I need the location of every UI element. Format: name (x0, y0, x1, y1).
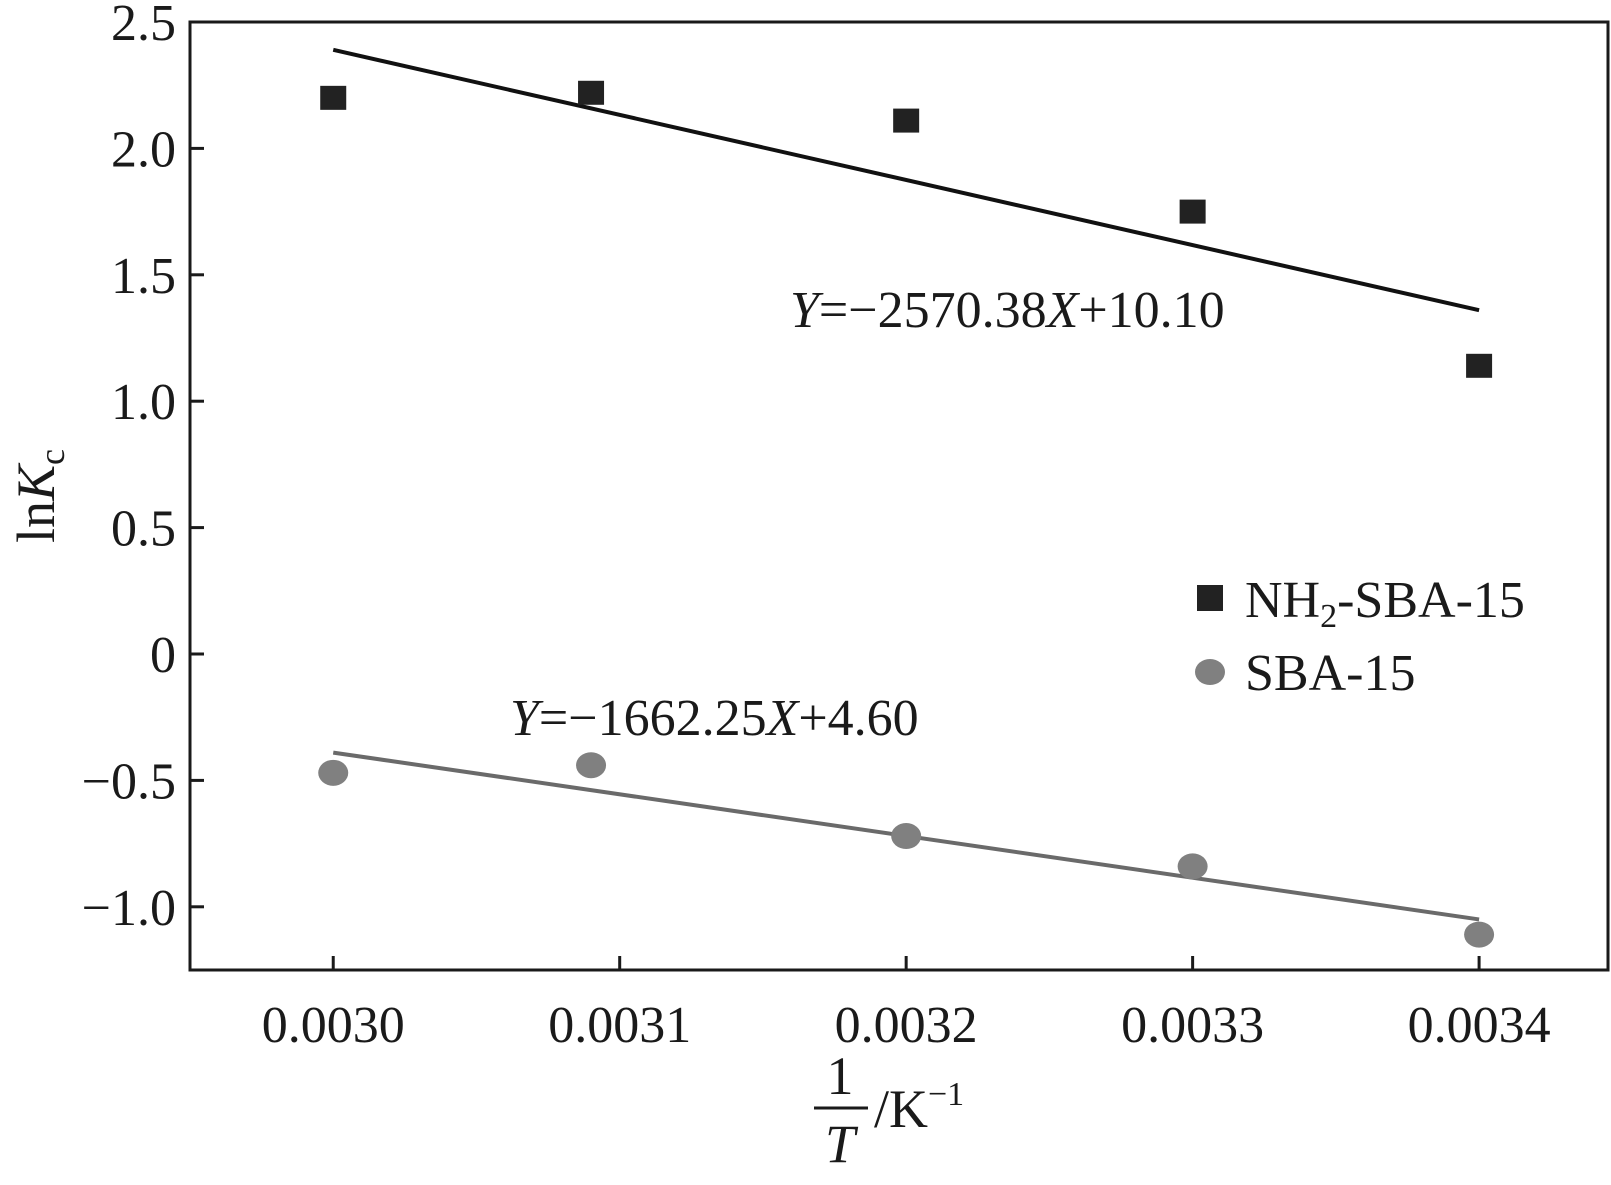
data-point-sba-15 (318, 759, 349, 786)
equation-label-nh2-sba-15: Y=−2570.38X+10.10 (790, 282, 1225, 339)
y-tick-label: −0.5 (82, 753, 176, 810)
data-point-nh2-sba-15 (320, 85, 347, 110)
data-point-nh2-sba-15 (1179, 199, 1206, 224)
data-point-sba-15 (891, 823, 922, 850)
plot-frame (188, 20, 1610, 972)
y-tick-label: 1.0 (111, 374, 176, 431)
y-tick-label: −1.0 (82, 880, 176, 937)
y-tick-label: 0 (150, 627, 176, 684)
data-point-nh2-sba-15 (1466, 353, 1493, 378)
legend: NH2-SBA-15 SBA-15 (1195, 572, 1525, 702)
x-tick-label: 0.0030 (262, 997, 405, 1054)
y-axis-title: lnKc (6, 449, 72, 543)
tick-group: 0.0030 0.0031 0.0032 0.0033 0.0034 2.5 2.0 1.5 1… (82, 0, 1551, 1054)
x-axis-title-numerator: 1 (827, 1046, 854, 1106)
y-tick-label: 2.0 (111, 121, 176, 178)
x-tick-label: 0.0032 (835, 997, 978, 1054)
data-point-sba-15 (1464, 921, 1495, 948)
legend-marker-circle (1195, 659, 1225, 685)
fit-line-group (332, 47, 1480, 922)
data-point-sba-15 (1177, 853, 1208, 880)
x-axis-title-denominator: T (825, 1114, 859, 1174)
x-axis-title-unit: /K−1 (874, 1076, 964, 1139)
x-axis-title: 1 T /K−1 (814, 1046, 964, 1174)
legend-label-nh2-sba-15: NH2-SBA-15 (1245, 572, 1525, 635)
y-tick-label: 2.5 (111, 0, 176, 52)
x-tick-label: 0.0033 (1121, 997, 1264, 1054)
legend-label-sba-15: SBA-15 (1245, 645, 1415, 702)
legend-marker-square (1197, 585, 1223, 611)
fit-line-nh2-sba-15 (332, 47, 1480, 313)
data-point-group (318, 80, 1495, 948)
data-point-nh2-sba-15 (893, 108, 920, 133)
data-point-nh2-sba-15 (578, 80, 605, 105)
x-tick-label: 0.0034 (1408, 997, 1551, 1054)
data-point-sba-15 (576, 752, 607, 779)
y-tick-label: 1.5 (111, 248, 176, 305)
y-tick-label: 0.5 (111, 501, 176, 558)
equation-label-sba-15: Y=−1662.25X+4.60 (510, 690, 919, 747)
x-tick-label: 0.0031 (548, 997, 691, 1054)
